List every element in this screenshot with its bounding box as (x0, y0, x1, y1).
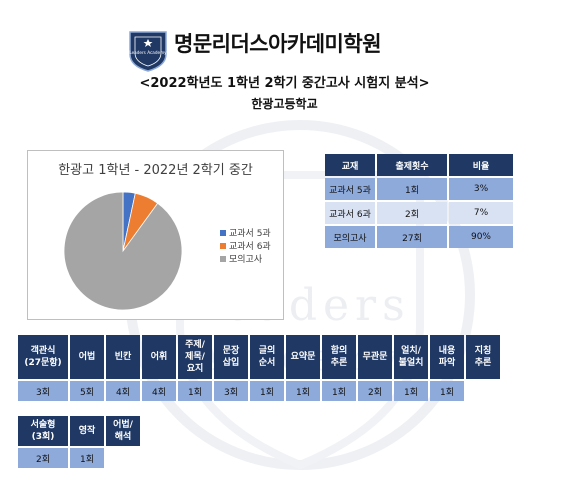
academy-name: 명문리더스아카데미학원 (174, 32, 382, 56)
column-header: 무관문 (358, 335, 392, 379)
header-line: 순서 (258, 358, 276, 368)
chart-title: 한광고 1학년 - 2022년 2학기 중간 (58, 163, 253, 178)
column-header: 어법/해석 (106, 416, 140, 446)
header-line: 어휘 (150, 352, 168, 362)
header-line: 객관식 (30, 346, 56, 356)
count-cell: 2회 (358, 381, 392, 401)
header-line: 불얼치 (398, 358, 424, 368)
legend-item: 교과서 5과 (220, 226, 271, 239)
logo-text: Leaders Academy (129, 50, 167, 55)
header-line: 어법/ (113, 420, 133, 430)
legend-swatch (220, 242, 226, 249)
column-header: 영작 (70, 416, 104, 446)
header-line: 문장 (222, 346, 240, 356)
count-cell: 1회 (394, 381, 428, 401)
count-cell: 1회 (70, 448, 104, 468)
legend-swatch (220, 229, 226, 236)
count-cell: 3회 (18, 381, 68, 401)
page-subtitle: <2022학년도 1학년 2학기 중간고사 시험지 분석> (139, 76, 430, 91)
table-row: 2회 1회 (18, 448, 140, 468)
count-cell: 1회 (430, 381, 464, 401)
source-header-textbook: 교재 (325, 154, 375, 176)
source-cell: 1회 (377, 178, 447, 200)
pie-chart-panel: 한광고 1학년 - 2022년 2학기 중간 (27, 150, 284, 320)
short-answer-table: 서술형 (3회) 영작 어법/해석 2회 1회 (16, 414, 142, 470)
header-line: 제목/ (185, 352, 205, 362)
count-cell: 1회 (178, 381, 212, 401)
multiple-choice-table: 객관식 (27문항) 어법 빈칸 어휘 주제/제목/요지 문장 삽입 글의 순서 요약문 함의 추론 무관… (16, 333, 502, 403)
header-line: 내용 (438, 346, 456, 356)
count-cell: 4회 (106, 381, 140, 401)
column-header: 얼치/불얼치 (394, 335, 428, 379)
table-row: 3회 5회 4회 4회 1회 3회 1회 1회 1회 2회 1회 1회 (18, 381, 500, 401)
school-name: 한광고등학교 (251, 97, 318, 111)
header-line: 추론 (474, 358, 492, 368)
header-line: 지칭 (474, 346, 492, 356)
header-line: 주제/ (185, 340, 205, 350)
header-line: 어법 (78, 352, 96, 362)
header-line: 빈칸 (114, 352, 132, 362)
header-line: 얼치/ (401, 346, 421, 356)
count-cell: 5회 (70, 381, 104, 401)
legend-item: 모의고사 (220, 252, 271, 265)
table-row: 교과서 5과 1회 3% (325, 178, 513, 200)
source-cell: 90% (449, 226, 513, 248)
count-cell: 1회 (322, 381, 356, 401)
header-line: 함의 (330, 346, 348, 356)
header-line: 서술형 (30, 420, 56, 430)
count-cell: 4회 (142, 381, 176, 401)
header-line: 파악 (438, 358, 456, 368)
header: Leaders Academy 명문리더스아카데미학원 <2022학년도 1학년… (0, 0, 569, 115)
source-cell: 모의고사 (325, 226, 375, 248)
count-cell: 1회 (286, 381, 320, 401)
source-cell: 3% (449, 178, 513, 200)
header-line: 무관문 (362, 352, 388, 362)
source-cell: 7% (449, 202, 513, 224)
legend-label: 교과서 6과 (229, 242, 271, 252)
source-table: 교재 출제횟수 비율 교과서 5과 1회 3% 교과서 6과 2회 7% 모의고… (323, 152, 515, 250)
academy-logo-icon: Leaders Academy (129, 31, 167, 72)
column-header: 빈칸 (106, 335, 140, 379)
column-header: 어휘 (142, 335, 176, 379)
count-cell: 2회 (18, 448, 68, 468)
column-header: 어법 (70, 335, 104, 379)
header-line: (3회) (31, 432, 55, 442)
source-header-ratio: 비율 (449, 154, 513, 176)
source-cell: 교과서 5과 (325, 178, 375, 200)
header-line: 요약문 (290, 352, 316, 362)
column-header: 요약문 (286, 335, 320, 379)
legend-item: 교과서 6과 (220, 239, 271, 252)
category-label: 객관식 (27문항) (18, 335, 68, 379)
count-cell: 1회 (250, 381, 284, 401)
header-line: 글의 (258, 346, 276, 356)
table-row: 교과서 6과 2회 7% (325, 202, 513, 224)
legend-swatch (220, 255, 226, 262)
table-row: 모의고사 27회 90% (325, 226, 513, 248)
category-label: 서술형 (3회) (18, 416, 68, 446)
source-cell: 교과서 6과 (325, 202, 375, 224)
header-line: 영작 (78, 426, 96, 436)
header-line: 해석 (114, 432, 132, 442)
source-cell: 27회 (377, 226, 447, 248)
header-line: 요지 (186, 364, 204, 374)
count-cell: 3회 (214, 381, 248, 401)
source-header-count: 출제횟수 (377, 154, 447, 176)
legend-label: 교과서 5과 (229, 229, 271, 239)
legend-label: 모의고사 (229, 255, 263, 265)
pie-slice (63, 191, 183, 311)
header-line: (27문항) (24, 358, 62, 368)
column-header: 주제/제목/요지 (178, 335, 212, 379)
header-line: 삽입 (222, 358, 240, 368)
source-cell: 2회 (377, 202, 447, 224)
pie-chart (63, 191, 183, 311)
header-line: 추론 (330, 358, 348, 368)
